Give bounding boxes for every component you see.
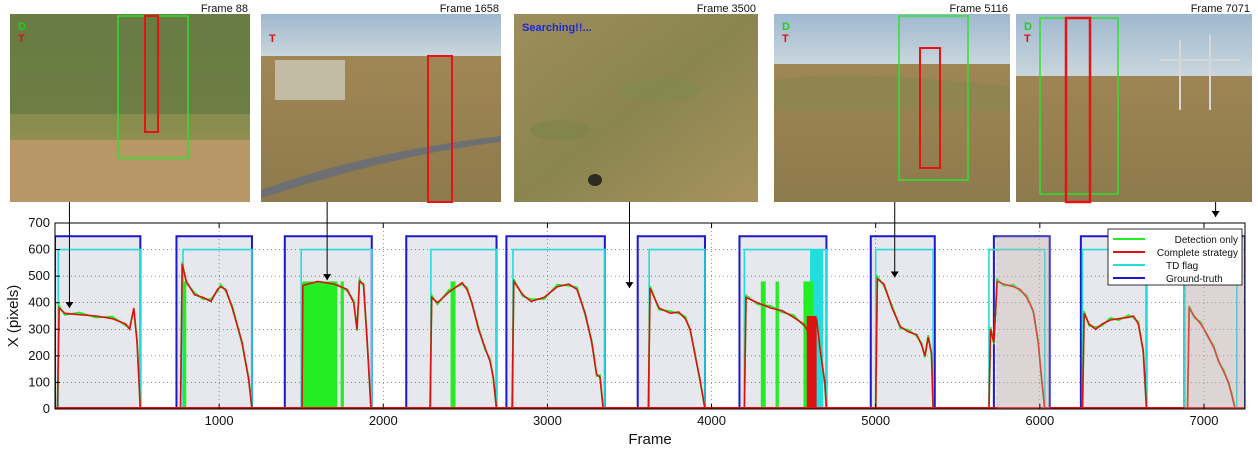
legend-label: Detection only [1175, 235, 1238, 246]
td-flag-series [988, 248, 1046, 409]
td-flag-series [874, 248, 934, 409]
legend-item-complete: Complete strategy [1113, 248, 1238, 259]
detection-only-burst [340, 281, 344, 409]
complete-strategy-burst [806, 316, 817, 409]
thumbnail-frame-label: Frame 7071 [1191, 3, 1250, 15]
x-tick-label: 5000 [861, 413, 890, 428]
ground-truth-window [993, 236, 1050, 409]
x-tick-label: 4000 [697, 413, 726, 428]
thumbnail-frame-5116: D T Frame 5116 [774, 3, 1010, 202]
legend-label: Complete strategy [1157, 248, 1238, 259]
x-tick-label: 2000 [369, 413, 398, 428]
frame-pointer-arrowhead [625, 282, 634, 289]
complete-strategy-series [56, 306, 142, 409]
y-tick-label: 400 [28, 295, 50, 310]
y-tick-label: 0 [43, 401, 50, 416]
x-axis-title: Frame [628, 431, 671, 448]
frame-pointer-arrowhead [1211, 211, 1220, 217]
highlighted-region [996, 235, 1051, 409]
y-tick-label: 300 [28, 321, 50, 336]
complete-strategy-series [988, 280, 1046, 409]
complete-strategy-series [647, 287, 706, 409]
frame-pointer-arrowhead [323, 274, 332, 281]
thumbnail-status-text: Searching!!... [522, 22, 592, 34]
ground-truth-window [637, 236, 705, 409]
legend-item-detection: Detection only [1113, 235, 1238, 246]
y-tick-label: 500 [28, 268, 50, 283]
ground-truth-series [869, 235, 936, 409]
detection-only-series [511, 278, 605, 409]
complete-strategy-series [1186, 305, 1236, 409]
ground-truth-window [506, 236, 605, 409]
thumbnail-frame-label: Frame 5116 [950, 3, 1009, 15]
thumbnail-tracker-marker: T [269, 33, 276, 45]
complete-strategy-series [179, 264, 253, 409]
complete-strategy-series [301, 280, 372, 409]
thumbnail-tracker-marker: T [18, 33, 25, 45]
frame-pointer-arrowhead [65, 302, 74, 309]
x-tick-label: 1000 [205, 413, 234, 428]
x-tick-label: 6000 [1025, 413, 1054, 428]
y-axis-title: X (pixels) [5, 285, 22, 348]
legend-label: Ground-truth [1166, 274, 1223, 285]
complete-strategy-series [874, 277, 934, 409]
legend-item-ground-truth: Ground-truth [1113, 274, 1223, 285]
legend-label: TD flag [1166, 261, 1198, 272]
thumbnail-frame-7071: D T Frame 7071 [1016, 3, 1252, 204]
y-tick-label: 600 [28, 242, 50, 257]
plot-border [54, 222, 1246, 410]
y-tick-label: 100 [28, 374, 50, 389]
x-tick-label: 7000 [1190, 413, 1219, 428]
x-tick-label: 3000 [533, 413, 562, 428]
legend: Detection only Complete strategy TD flag… [1107, 228, 1243, 286]
complete-strategy-series [1081, 313, 1148, 409]
thumbnail-frame-label: Frame 1658 [440, 3, 499, 15]
thumbnail-frame-3500: Searching!!... Frame 3500 [514, 3, 758, 202]
detection-only-burst [775, 281, 779, 409]
complete-strategy-series [743, 296, 828, 409]
td-flag-series [743, 248, 828, 409]
detection-only-burst [183, 281, 187, 409]
thumbnail-detection-marker: D [782, 21, 790, 33]
complete-strategy-series [429, 281, 498, 409]
frame-pointer-arrowhead [890, 271, 899, 278]
legend-item-td-flag: TD flag [1113, 261, 1198, 272]
thumbnail-detection-marker: D [18, 21, 26, 33]
ground-truth-window [176, 236, 252, 409]
plot-area: 1000 2000 3000 4000 5000 6000 7000 0 100 200 300 40… [28, 215, 1246, 428]
detection-only-burst [760, 281, 766, 409]
thumbnail-frame-label: Frame 88 [201, 3, 248, 15]
detection-only-burst [450, 281, 456, 409]
thumbnail-frame-label: Frame 3500 [697, 3, 756, 15]
thumbnail-frame-1658: T Frame 1658 [261, 3, 501, 203]
thumbnail-frame-88: D T Frame 88 [10, 3, 250, 202]
complete-strategy-series [511, 278, 605, 409]
thumbnail-tracker-marker: T [1024, 33, 1031, 45]
ground-truth-series [992, 235, 1051, 409]
ground-truth-window [870, 236, 935, 409]
y-tick-label: 700 [28, 215, 50, 230]
td-flag-series [300, 248, 373, 409]
thumbnail-detection-marker: D [1024, 21, 1032, 33]
thumbnail-tracker-marker: T [782, 33, 789, 45]
detection-only-burst [302, 281, 338, 409]
ground-truth-window [55, 236, 141, 409]
y-tick-label: 200 [28, 348, 50, 363]
